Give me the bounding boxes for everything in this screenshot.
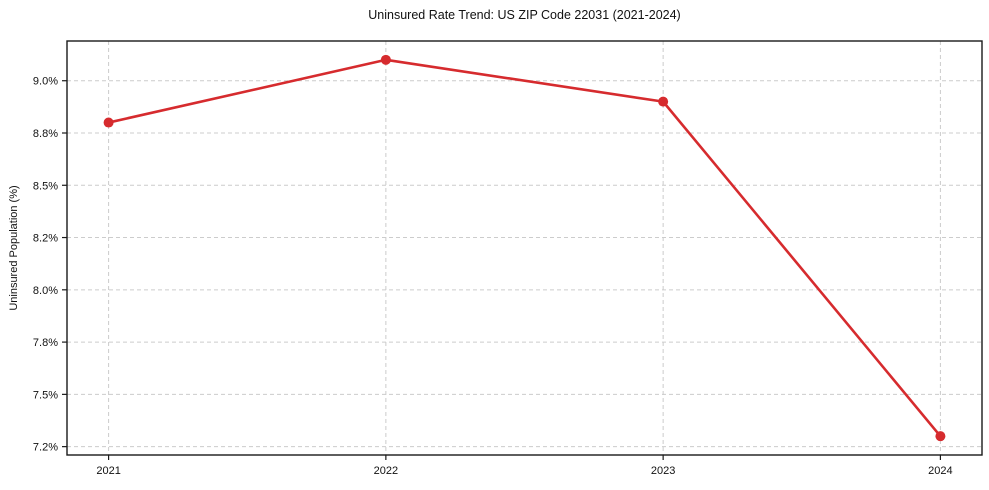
y-tick-label: 7.8% [33, 337, 58, 349]
y-tick-label: 7.2% [33, 442, 58, 454]
y-tick-label: 8.5% [33, 180, 58, 192]
chart-title: Uninsured Rate Trend: US ZIP Code 22031 … [368, 8, 681, 22]
x-tick-label: 2022 [374, 465, 398, 477]
x-tick-label: 2024 [928, 465, 952, 477]
x-tick-label: 2023 [651, 465, 675, 477]
data-point-marker [658, 96, 669, 107]
y-tick-label: 7.5% [33, 389, 58, 401]
y-tick-label: 8.8% [33, 128, 58, 140]
plot-border [66, 40, 983, 456]
x-tick-label: 2021 [96, 465, 120, 477]
data-point-marker [103, 117, 114, 128]
data-point-marker [935, 431, 946, 442]
y-tick-label: 8.0% [33, 285, 58, 297]
y-tick-label: 9.0% [33, 76, 58, 88]
data-point-marker [380, 54, 391, 65]
trend-line [107, 58, 942, 438]
y-tick-label: 8.2% [33, 233, 58, 245]
